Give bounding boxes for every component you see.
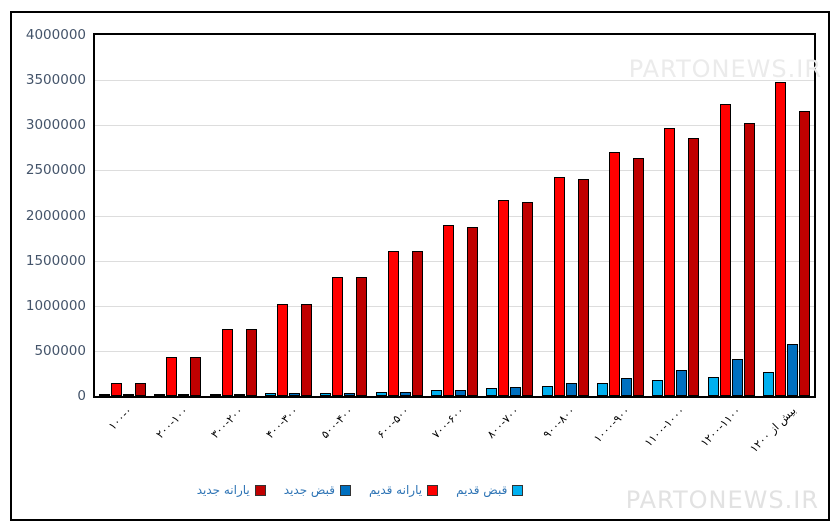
- legend-swatch-icon: [254, 484, 266, 496]
- bar: [620, 377, 632, 396]
- bar: [209, 394, 221, 396]
- bar: [233, 394, 245, 396]
- y-axis-tick-label: 2500000: [25, 162, 86, 179]
- gridline: [95, 80, 814, 82]
- bar: [743, 122, 755, 396]
- legend-swatch-icon: [340, 484, 351, 496]
- bar: [596, 382, 608, 396]
- bar: [443, 225, 454, 396]
- legend-swatch-icon: [512, 484, 524, 496]
- y-axis-tick-label: 3500000: [25, 72, 86, 89]
- bar: [467, 226, 478, 396]
- y-axis-tick-label: 1500000: [25, 252, 86, 269]
- bar: [565, 383, 577, 396]
- watermark-top: PARTONEWS.IR: [628, 55, 822, 83]
- bar: [99, 394, 111, 396]
- bar: [541, 386, 553, 396]
- legend-label: قبض جدید: [283, 483, 335, 497]
- bar: [245, 329, 257, 396]
- bar: [320, 392, 332, 396]
- plot-area: [93, 33, 816, 398]
- y-axis-tick-label: 4000000: [25, 27, 86, 43]
- legend-label: یارانه جدید: [196, 483, 250, 497]
- bar: [608, 152, 620, 396]
- bar: [510, 387, 522, 396]
- bar: [221, 329, 233, 396]
- bar: [135, 383, 147, 396]
- bar: [774, 81, 786, 396]
- legend-label: یارانه قدیم: [369, 483, 423, 497]
- bar: [154, 394, 166, 396]
- bar: [664, 127, 676, 396]
- gridline: [95, 260, 814, 262]
- legend-swatch-icon: [427, 484, 439, 496]
- bar: [332, 276, 344, 396]
- bar: [123, 394, 135, 396]
- legend-item: یارانه قدیم: [369, 483, 439, 497]
- bar: [375, 391, 387, 396]
- y-axis-tick-label: 0: [77, 388, 86, 404]
- gridline: [95, 305, 814, 307]
- bar: [455, 389, 466, 396]
- gridline: [95, 350, 814, 352]
- bar: [486, 388, 498, 396]
- bar: [498, 200, 510, 396]
- bar: [632, 157, 644, 396]
- gridline: [95, 125, 814, 127]
- bar: [798, 110, 810, 396]
- bar: [786, 343, 798, 396]
- bar: [166, 357, 178, 396]
- bar: [762, 371, 774, 396]
- bar: [522, 201, 534, 396]
- bar: [688, 137, 700, 396]
- bar: [265, 393, 277, 396]
- bar: [178, 394, 190, 396]
- legend-item: یارانه جدید: [197, 483, 266, 497]
- bar: [411, 250, 423, 396]
- bar: [553, 176, 565, 396]
- bar: [356, 276, 368, 396]
- bar: [190, 357, 202, 396]
- legend: قبض قدیم یارانه قدیم قبض جدید یارانه جدید: [0, 483, 720, 497]
- bar: [652, 379, 664, 396]
- watermark-bottom: PARTONEWS.IR: [625, 486, 819, 514]
- bar: [707, 377, 719, 396]
- bar: [731, 359, 743, 396]
- legend-item: قبض جدید: [284, 483, 351, 497]
- gridline: [95, 170, 814, 172]
- bar: [399, 391, 411, 396]
- y-axis-tick-label: 3000000: [25, 117, 86, 134]
- chart-frame-border: [10, 11, 830, 521]
- bar: [676, 369, 688, 396]
- bar: [387, 250, 399, 396]
- bar: [111, 383, 123, 396]
- bar: [344, 392, 356, 396]
- y-axis-tick-label: 1000000: [25, 297, 86, 314]
- gridline: [95, 215, 814, 217]
- legend-item: قبض قدیم: [456, 483, 524, 497]
- legend-label: قبض قدیم: [456, 483, 508, 497]
- y-axis-tick-label: 500000: [34, 342, 86, 359]
- bar: [431, 390, 442, 396]
- bar: [577, 178, 589, 396]
- bar: [719, 103, 731, 396]
- bar: [301, 303, 313, 396]
- bar: [289, 393, 301, 396]
- bar: [277, 303, 289, 396]
- y-axis-tick-label: 2000000: [25, 207, 86, 224]
